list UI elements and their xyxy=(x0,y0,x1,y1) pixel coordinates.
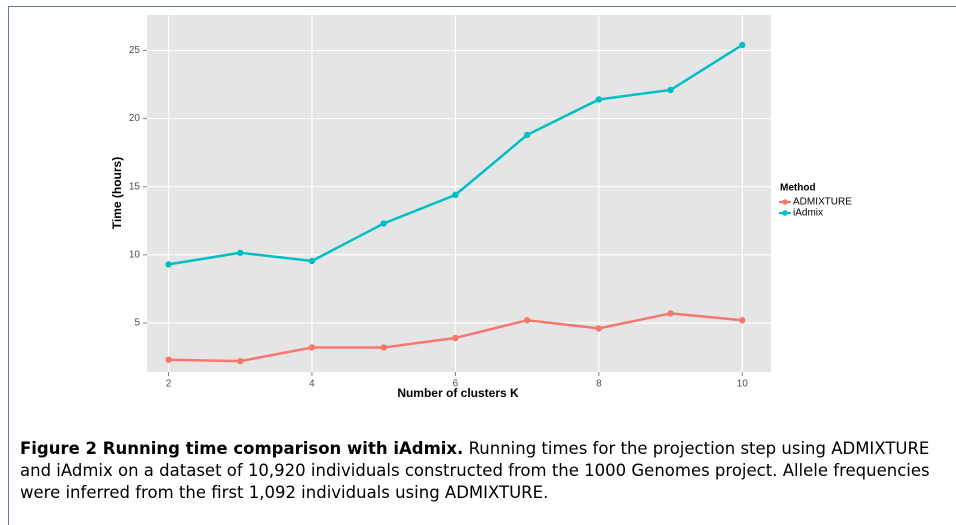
legend-label: ADMIXTURE xyxy=(793,197,852,208)
x-axis-label: Number of clusters K xyxy=(397,386,519,400)
data-point xyxy=(237,249,244,256)
y-tick-label: 20 xyxy=(129,113,141,124)
y-tick-label: 5 xyxy=(134,318,140,329)
data-point xyxy=(165,356,172,363)
caption-label: Figure 2 Running time comparison with iA… xyxy=(20,439,464,458)
data-point xyxy=(380,220,387,227)
data-point xyxy=(739,317,746,324)
data-point xyxy=(523,317,531,324)
data-point xyxy=(452,334,459,342)
data-point xyxy=(523,131,531,139)
data-point xyxy=(308,344,316,351)
data-point xyxy=(237,357,244,365)
legend-key-point xyxy=(782,210,788,216)
data-point xyxy=(452,191,459,199)
data-point xyxy=(308,257,316,265)
x-tick-label: 8 xyxy=(596,379,602,390)
data-point xyxy=(595,96,603,103)
plot-panel xyxy=(147,15,771,372)
chart: Number of clusters K Time (hours) Method… xyxy=(110,15,852,400)
figure-caption: Figure 2 Running time comparison with iA… xyxy=(20,438,940,504)
data-point xyxy=(380,344,387,351)
legend-key-point xyxy=(782,199,788,205)
data-point xyxy=(739,41,746,49)
data-point xyxy=(165,261,172,268)
y-tick-label: 25 xyxy=(129,45,141,56)
caption-text: Running times for the projection step us… xyxy=(20,439,930,502)
figure-frame xyxy=(8,6,956,525)
data-point xyxy=(595,325,603,332)
y-tick-label: 15 xyxy=(129,181,141,192)
y-tick-label: 10 xyxy=(129,249,141,260)
data-point xyxy=(667,310,674,317)
legend-label: iAdmix xyxy=(793,208,823,219)
x-tick-label: 2 xyxy=(166,379,172,390)
data-point xyxy=(667,86,674,94)
y-axis-label: Time (hours) xyxy=(110,157,124,229)
legend-title: Method xyxy=(780,183,816,194)
x-tick-label: 4 xyxy=(309,379,315,390)
x-tick-label: 6 xyxy=(453,379,459,390)
x-tick-label: 10 xyxy=(737,379,749,390)
